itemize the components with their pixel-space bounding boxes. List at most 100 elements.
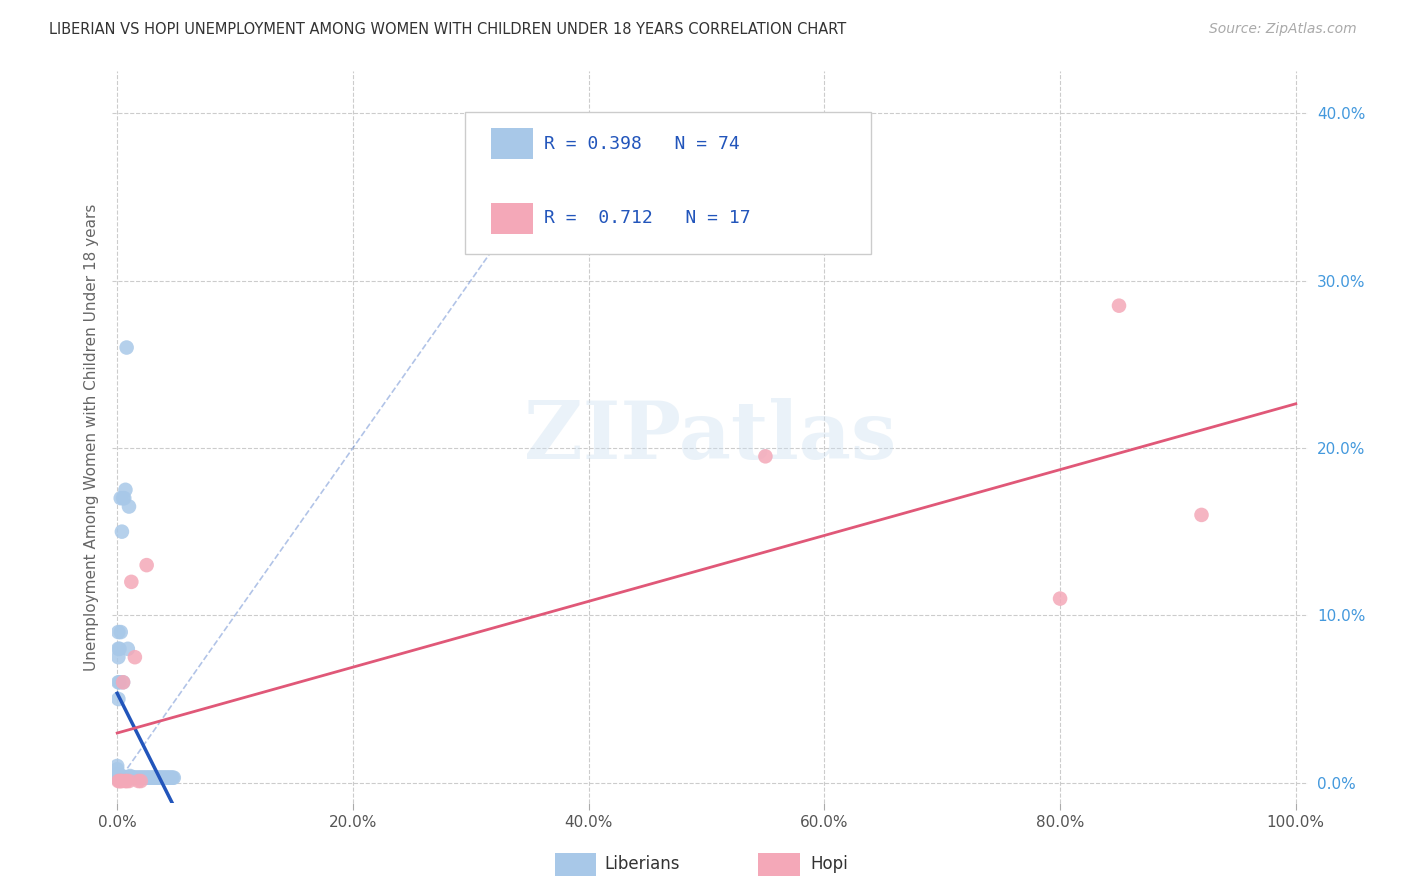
Point — [108, 771, 131, 785]
Point — [160, 771, 183, 785]
FancyBboxPatch shape — [465, 112, 872, 254]
Point — [105, 767, 128, 781]
Point — [120, 769, 142, 783]
Point — [139, 771, 162, 785]
Point — [124, 771, 146, 785]
Point — [120, 574, 142, 589]
Point — [141, 771, 163, 785]
Point — [129, 774, 152, 789]
Point — [118, 771, 141, 785]
Point — [163, 771, 186, 785]
Point — [143, 771, 166, 785]
Point — [131, 771, 153, 785]
Point — [118, 774, 141, 789]
Point — [115, 341, 138, 355]
Point — [107, 675, 129, 690]
Point — [110, 491, 132, 505]
Point — [156, 771, 179, 785]
Text: LIBERIAN VS HOPI UNEMPLOYMENT AMONG WOMEN WITH CHILDREN UNDER 18 YEARS CORRELATI: LIBERIAN VS HOPI UNEMPLOYMENT AMONG WOME… — [49, 22, 846, 37]
Point — [110, 769, 132, 783]
Point — [120, 771, 142, 785]
Point — [157, 771, 180, 785]
Point — [111, 774, 134, 789]
Point — [155, 771, 177, 785]
Point — [115, 774, 138, 789]
Point — [112, 491, 135, 505]
Point — [142, 771, 165, 785]
Text: ZIPatlas: ZIPatlas — [524, 398, 896, 476]
Text: Liberians: Liberians — [605, 855, 681, 872]
Point — [117, 641, 139, 656]
Point — [135, 771, 157, 785]
Point — [136, 771, 159, 785]
Point — [111, 524, 134, 539]
Point — [112, 771, 135, 785]
Point — [162, 771, 184, 785]
Point — [107, 771, 129, 785]
Point — [127, 774, 149, 789]
Point — [125, 771, 148, 785]
Point — [111, 771, 134, 785]
Point — [110, 774, 132, 789]
Point — [127, 771, 149, 785]
Point — [132, 771, 155, 785]
Text: R =  0.712   N = 17: R = 0.712 N = 17 — [544, 210, 751, 227]
Point — [145, 771, 167, 785]
Point — [114, 774, 136, 789]
Point — [135, 558, 157, 573]
Point — [111, 769, 134, 783]
Text: R = 0.398   N = 74: R = 0.398 N = 74 — [544, 135, 740, 153]
Point — [138, 771, 160, 785]
Y-axis label: Unemployment Among Women with Children Under 18 years: Unemployment Among Women with Children U… — [83, 203, 98, 671]
Point — [107, 772, 129, 787]
Point — [127, 771, 149, 785]
Point — [110, 771, 132, 785]
Point — [118, 500, 141, 514]
FancyBboxPatch shape — [491, 128, 533, 159]
Point — [115, 771, 138, 785]
Point — [112, 675, 135, 690]
Point — [121, 771, 143, 785]
Point — [107, 774, 129, 789]
Point — [105, 759, 128, 773]
Point — [149, 771, 172, 785]
Point — [105, 762, 128, 776]
Point — [108, 675, 131, 690]
Point — [156, 771, 179, 785]
Point — [122, 771, 145, 785]
Point — [134, 771, 156, 785]
Point — [153, 771, 176, 785]
Text: Source: ZipAtlas.com: Source: ZipAtlas.com — [1209, 22, 1357, 37]
Point — [128, 771, 150, 785]
Point — [112, 771, 135, 785]
Point — [146, 771, 169, 785]
Point — [117, 771, 139, 785]
Point — [107, 641, 129, 656]
Point — [120, 771, 142, 785]
Point — [112, 491, 135, 505]
Point — [150, 771, 173, 785]
Point — [134, 771, 156, 785]
Point — [114, 771, 136, 785]
Point — [112, 675, 135, 690]
Text: Hopi: Hopi — [810, 855, 848, 872]
Point — [148, 771, 170, 785]
Point — [129, 771, 152, 785]
Point — [142, 771, 165, 785]
FancyBboxPatch shape — [491, 203, 533, 234]
Point — [754, 450, 776, 464]
FancyBboxPatch shape — [758, 853, 800, 876]
Point — [110, 625, 132, 640]
Point — [107, 625, 129, 640]
Point — [149, 771, 172, 785]
Point — [108, 769, 131, 783]
Point — [107, 692, 129, 706]
Point — [124, 650, 146, 665]
Point — [1049, 591, 1071, 606]
Point — [152, 771, 174, 785]
Point — [114, 483, 136, 497]
FancyBboxPatch shape — [554, 853, 596, 876]
Point — [107, 769, 129, 783]
Point — [107, 650, 129, 665]
Point — [159, 771, 181, 785]
